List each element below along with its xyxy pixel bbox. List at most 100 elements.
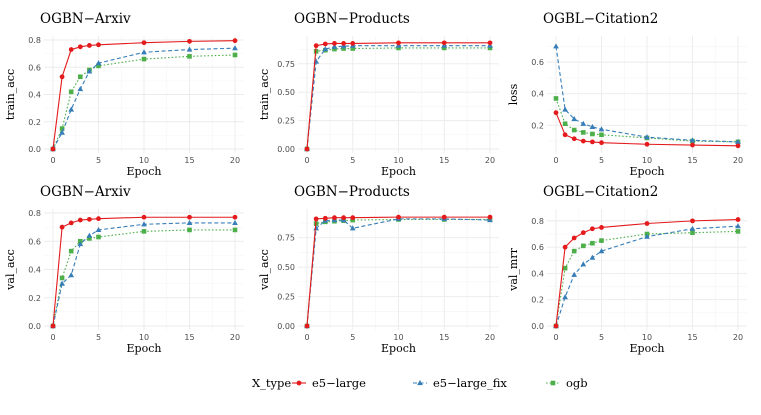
data-point — [59, 126, 65, 131]
data-point — [598, 248, 605, 254]
data-point — [232, 38, 238, 44]
legend-key-marker — [296, 380, 302, 386]
data-point — [141, 49, 147, 55]
x-tick-label: 5 — [350, 156, 355, 165]
data-point — [735, 143, 741, 149]
legend-item[interactable]: e5−large_fix — [413, 376, 507, 390]
legend-label: e5−large_fix — [433, 376, 507, 390]
x-tick-label: 20 — [485, 156, 495, 165]
data-point — [332, 215, 337, 221]
data-point — [322, 41, 328, 47]
data-point — [313, 43, 319, 49]
x-tick-label: 20 — [230, 156, 240, 165]
data-point — [187, 38, 192, 44]
data-point — [590, 131, 595, 137]
panel: 0 5 10 15 20 0.2 0.4 0.6 OGBL−Citation2 Epoch loss — [507, 11, 747, 178]
y-tick-label: 0.75 — [277, 60, 295, 69]
data-point — [186, 46, 193, 52]
x-axis-title: Epoch — [630, 165, 665, 178]
major-gridlines — [547, 36, 747, 153]
y-axis-title: loss — [507, 83, 520, 105]
series-line — [555, 46, 739, 143]
panel-title: OGBN−Arxiv — [40, 11, 131, 27]
data-point — [580, 120, 587, 126]
data-point — [487, 40, 493, 46]
data-point — [96, 216, 101, 222]
data-point — [87, 43, 92, 48]
series — [553, 229, 741, 329]
major-gridlines — [547, 209, 747, 330]
x-axis-title: Epoch — [127, 342, 162, 355]
y-tick-label: 0.4 — [28, 266, 41, 275]
y-tick-label: 0.75 — [277, 234, 295, 243]
data-point — [87, 236, 92, 241]
y-tick-label: 0.8 — [28, 209, 41, 218]
y-tick-label: 0.25 — [277, 117, 295, 126]
panel: 0 5 10 15 20 0.0 0.2 0.4 0.6 0.8 OGBL−Citation2 Epo… — [507, 184, 747, 355]
data-point — [644, 134, 650, 140]
data-point — [95, 226, 102, 233]
data-point — [689, 225, 696, 231]
x-tick-label: 10 — [139, 333, 149, 342]
data-point — [349, 225, 356, 231]
data-point — [87, 216, 92, 222]
y-tick-label: 0.00 — [277, 145, 295, 154]
data-point — [562, 121, 568, 127]
data-point — [580, 138, 586, 144]
data-point — [580, 261, 587, 267]
x-tick-label: 15 — [184, 156, 194, 165]
data-point — [735, 223, 741, 229]
data-point — [487, 45, 493, 51]
x-tick-label: 0 — [304, 156, 309, 165]
y-tick-label: 0.0 — [28, 145, 41, 154]
data-point — [59, 74, 65, 80]
legend-items: e5−large e5−large_fix ogb — [292, 376, 588, 390]
y-tick-label: 0.4 — [531, 90, 544, 99]
data-point — [396, 214, 401, 220]
data-point — [68, 220, 74, 226]
y-tick-label: 0.0 — [28, 322, 41, 331]
legend-item[interactable]: ogb — [546, 376, 588, 390]
data-point — [644, 233, 650, 239]
data-point — [581, 130, 586, 135]
data-point — [77, 241, 84, 247]
data-point — [553, 323, 559, 329]
y-tick-label: 0.2 — [531, 121, 544, 130]
x-axis-title: Epoch — [381, 342, 416, 355]
data-point — [599, 225, 604, 230]
panel-title: OGBN−Arxiv — [40, 184, 131, 200]
y-tick-label: 0.4 — [28, 91, 41, 100]
y-axis-title: val_acc — [258, 249, 271, 291]
data-point — [313, 216, 319, 222]
legend: X_type e5−large e5−large_fix ogb — [252, 376, 588, 390]
y-tick-label: 0.25 — [277, 293, 295, 302]
panel-title: OGBL−Citation2 — [543, 184, 658, 200]
series — [50, 214, 238, 329]
data-point — [580, 230, 586, 236]
data-point — [590, 240, 595, 246]
y-axis-title: val_mrr — [507, 247, 520, 291]
data-point — [562, 265, 568, 271]
panel-title: OGBN−Products — [294, 11, 410, 27]
data-point — [571, 248, 577, 254]
panel: 0 5 10 15 20 0.0 0.2 0.4 0.6 0.8 OGBN−Arxiv Epoch tr… — [4, 11, 244, 178]
data-point — [396, 45, 401, 51]
data-point — [589, 123, 596, 129]
series-line — [306, 47, 490, 150]
data-point — [141, 229, 147, 234]
data-point — [187, 54, 192, 59]
series-line — [555, 98, 739, 143]
data-point — [589, 254, 596, 260]
legend-item[interactable]: e5−large — [292, 376, 366, 390]
data-point — [59, 129, 65, 135]
data-point — [232, 52, 238, 58]
data-point — [141, 214, 147, 220]
data-point — [571, 271, 578, 277]
data-point — [562, 294, 568, 300]
data-point — [77, 217, 83, 223]
x-axis-title: Epoch — [381, 165, 416, 178]
x-tick-label: 10 — [393, 156, 403, 165]
panel: 0 5 10 15 20 0.00 0.25 0.50 0.75 OGBN−Products Epo… — [258, 184, 499, 355]
x-tick-label: 10 — [139, 156, 149, 165]
data-point — [68, 272, 75, 278]
